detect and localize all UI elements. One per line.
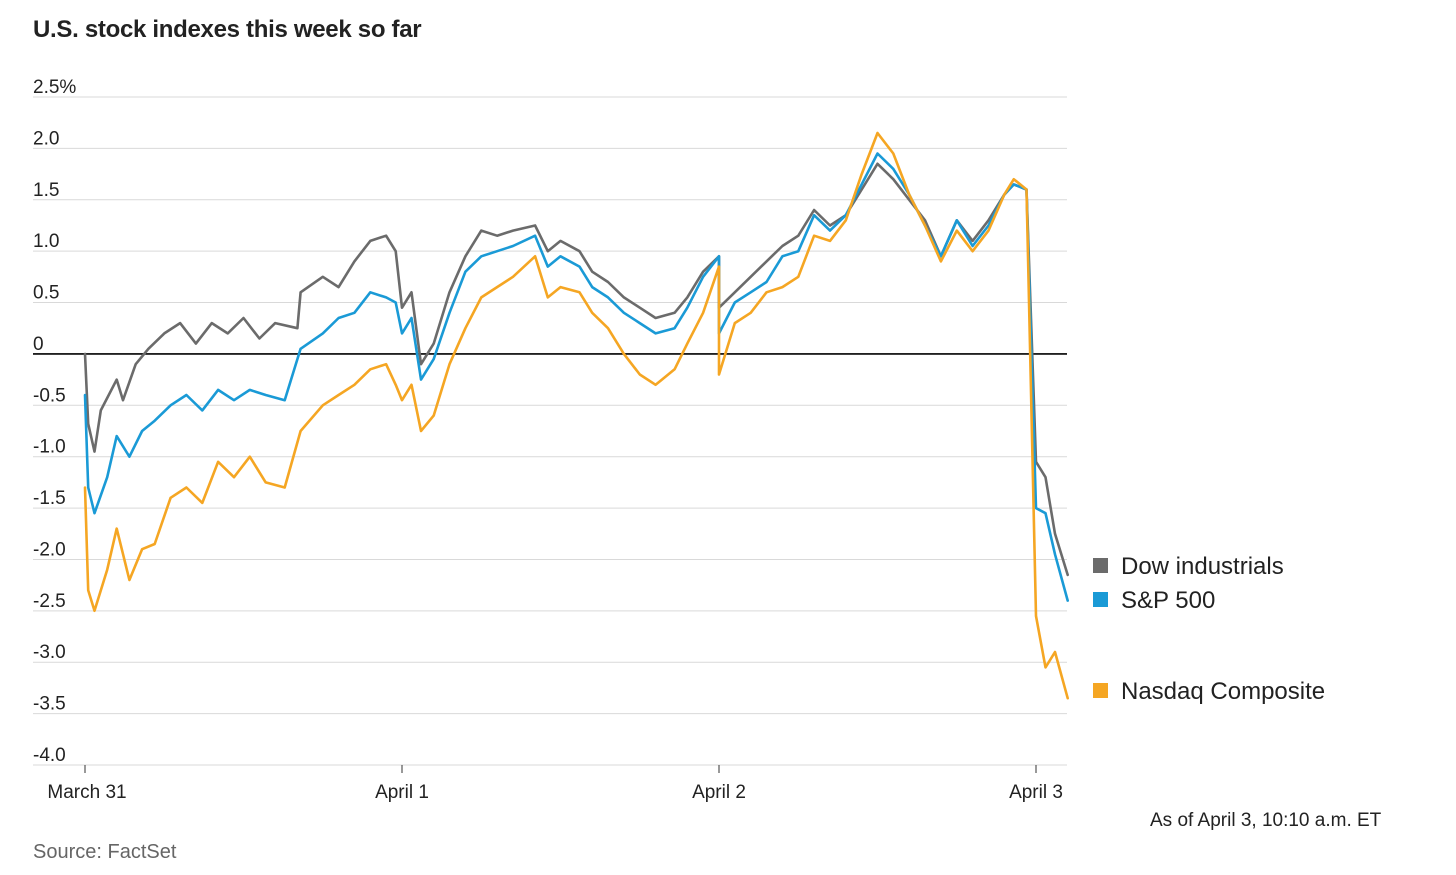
legend-label: Nasdaq Composite xyxy=(1121,678,1325,705)
y-tick-label: -1.5 xyxy=(33,488,66,509)
y-tick-label: 1.0 xyxy=(33,231,59,252)
y-tick-label: -1.0 xyxy=(33,437,66,458)
legend-swatch xyxy=(1093,558,1108,573)
x-tick-label: March 31 xyxy=(47,782,126,803)
y-axis-ticks: 2.5% 2.0 1.5 1.0 0.5 0 -0.5 -1.0 -1.5 -2.0 -2.5 -3.… xyxy=(33,77,76,766)
y-tick-label: -0.5 xyxy=(33,385,66,406)
y-tick-label: 2.0 xyxy=(33,128,59,149)
grid-lines xyxy=(33,96,1067,766)
y-tick-label: 2.5% xyxy=(33,77,76,98)
legend-swatch xyxy=(1093,683,1108,698)
source-note: Source: FactSet xyxy=(33,841,177,863)
y-tick-label: -3.0 xyxy=(33,642,66,663)
timestamp-note: As of April 3, 10:10 a.m. ET xyxy=(1150,810,1382,831)
legend: Dow industrials S&P 500 Nasdaq Composite xyxy=(1093,553,1325,705)
series-lines xyxy=(83,131,1069,700)
y-tick-label: 1.5 xyxy=(33,180,59,201)
chart-title: U.S. stock indexes this week so far xyxy=(33,16,422,43)
series-line-s-p-500 xyxy=(83,152,1069,602)
x-axis-ticks: March 31 April 1 April 2 April 3 xyxy=(47,765,1063,803)
y-tick-label: -3.5 xyxy=(33,694,66,715)
y-tick-label: 0.5 xyxy=(33,283,59,304)
x-tick-label: April 1 xyxy=(375,782,429,803)
y-tick-label: 0 xyxy=(33,334,44,355)
series-line-nasdaq-composite xyxy=(83,131,1069,700)
y-tick-label: -2.0 xyxy=(33,539,66,560)
x-tick-label: April 2 xyxy=(692,782,746,803)
legend-label: Dow industrials xyxy=(1121,553,1284,580)
y-tick-label: -4.0 xyxy=(33,745,66,766)
legend-label: S&P 500 xyxy=(1121,587,1215,614)
y-tick-label: -2.5 xyxy=(33,591,66,612)
legend-swatch xyxy=(1093,592,1108,607)
x-tick-label: April 3 xyxy=(1009,782,1063,803)
series-line-dow-industrials xyxy=(83,162,1069,577)
